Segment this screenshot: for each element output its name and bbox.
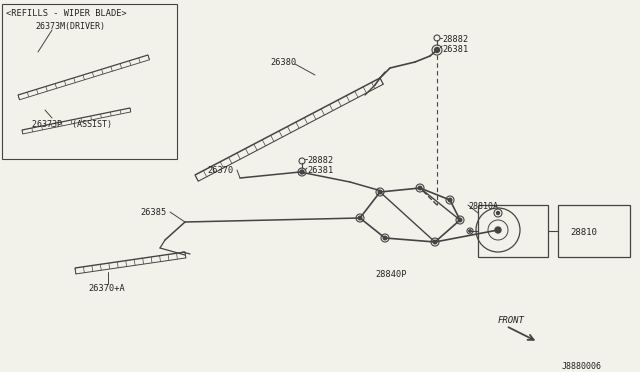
Bar [478,205,548,257]
Text: FRONT: FRONT [498,316,525,325]
Bar [558,205,630,257]
Text: 26370: 26370 [207,166,233,175]
Text: 26373M(DRIVER): 26373M(DRIVER) [35,22,105,31]
Circle shape [383,236,387,240]
Text: 28882: 28882 [307,156,333,165]
Bar [2,4,177,159]
Circle shape [358,216,362,220]
Text: 26380: 26380 [270,58,296,67]
Text: 28882: 28882 [442,35,468,44]
Circle shape [433,240,437,244]
Circle shape [495,227,501,233]
Circle shape [448,198,452,202]
Circle shape [458,218,462,222]
Circle shape [468,230,471,232]
Circle shape [497,212,499,215]
Text: 26370+A: 26370+A [88,284,125,293]
Circle shape [418,186,422,190]
Text: 26385: 26385 [140,208,166,217]
Text: 26381: 26381 [442,45,468,54]
Circle shape [300,170,304,174]
Text: <REFILLS - WIPER BLADE>: <REFILLS - WIPER BLADE> [6,9,127,18]
Text: 28840P: 28840P [375,270,406,279]
Text: 28810: 28810 [570,228,597,237]
Text: 28810A: 28810A [468,202,498,211]
Text: 26381: 26381 [307,166,333,175]
Text: J8880006: J8880006 [562,362,602,371]
Circle shape [378,190,382,194]
Text: 26373P  (ASSIST): 26373P (ASSIST) [32,120,112,129]
Circle shape [435,48,440,52]
